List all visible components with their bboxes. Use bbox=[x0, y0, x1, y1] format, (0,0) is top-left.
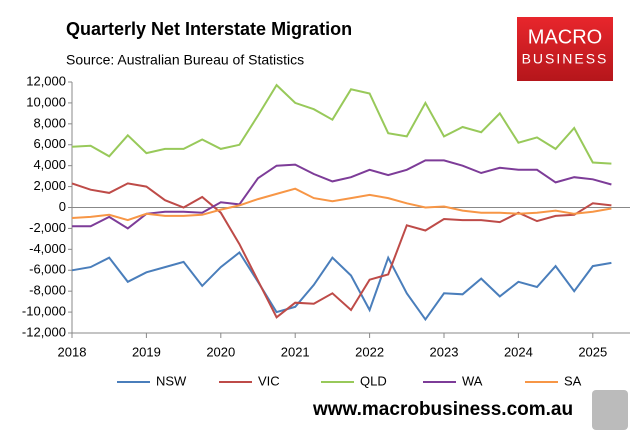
series-line bbox=[71, 83, 612, 165]
y-tick-label: -4,000 bbox=[29, 241, 66, 256]
y-tick-label: -8,000 bbox=[29, 283, 66, 298]
legend-label: WA bbox=[462, 373, 483, 388]
y-tick-label: 4,000 bbox=[33, 157, 66, 172]
x-tick-label: 2023 bbox=[430, 344, 459, 359]
chart-subtitle: Source: Australian Bureau of Statistics bbox=[66, 52, 304, 68]
logo-text: BUSINESS bbox=[522, 51, 609, 67]
series-line bbox=[71, 182, 612, 319]
legend-label: VIC bbox=[258, 373, 280, 388]
y-tick-label: 0 bbox=[59, 199, 66, 214]
logo-text: MACRO bbox=[528, 26, 602, 48]
x-tick-label: 2018 bbox=[58, 344, 87, 359]
website: www.macrobusiness.com.au bbox=[312, 399, 573, 420]
y-tick-label: 2,000 bbox=[33, 178, 66, 193]
y-tick-label: -2,000 bbox=[29, 220, 66, 235]
x-tick-label: 2022 bbox=[355, 344, 384, 359]
series-line bbox=[71, 187, 612, 222]
series-line bbox=[71, 251, 612, 322]
y-tick-label: 12,000 bbox=[26, 73, 66, 88]
x-tick-label: 2021 bbox=[281, 344, 310, 359]
y-tick-label: -12,000 bbox=[22, 324, 66, 339]
chart-title: Quarterly Net Interstate Migration bbox=[66, 19, 352, 39]
x-tick-label: 2025 bbox=[578, 344, 607, 359]
series-line bbox=[72, 159, 612, 230]
y-tick-label: 8,000 bbox=[33, 115, 66, 130]
wolf-icon bbox=[592, 390, 628, 430]
y-tick-label: 10,000 bbox=[26, 94, 66, 109]
y-tick-label: -6,000 bbox=[29, 262, 66, 277]
y-tick-label: 6,000 bbox=[33, 136, 66, 151]
x-tick-label: 2019 bbox=[132, 344, 161, 359]
logo-box bbox=[517, 17, 613, 81]
y-tick-label: -10,000 bbox=[22, 304, 66, 319]
x-tick-label: 2020 bbox=[206, 344, 235, 359]
x-tick-label: 2024 bbox=[504, 344, 533, 359]
legend-label: SA bbox=[564, 373, 582, 388]
legend-label: QLD bbox=[360, 373, 387, 388]
legend-label: NSW bbox=[156, 373, 187, 388]
